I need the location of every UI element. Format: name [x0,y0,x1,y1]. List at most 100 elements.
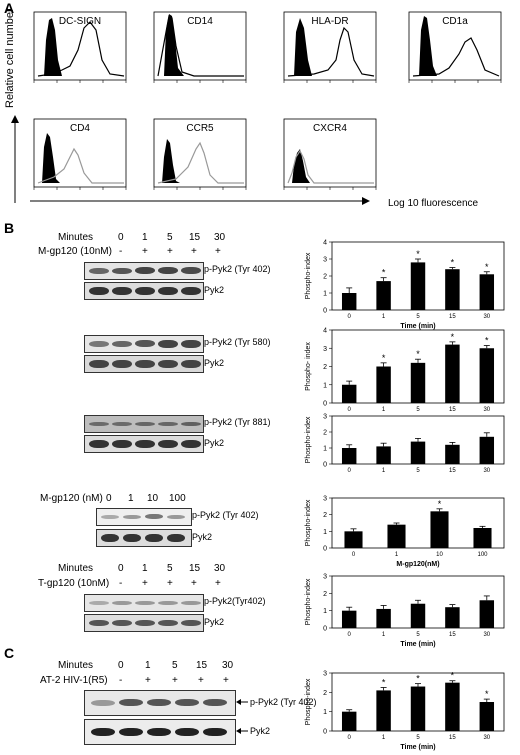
x-tick-label: 1 [382,314,386,320]
panel-b-letter: B [4,220,15,236]
significance-star: * [382,268,386,278]
x-tick-label: 15 [449,314,456,320]
y-tick-label: 1 [323,446,327,453]
histogram-line [287,149,374,184]
significance-star: * [438,499,442,509]
bar [341,293,357,310]
panel-a-letter: A [4,0,15,16]
x-axis-label: Time (min) [400,744,435,751]
histogram-fill [158,139,180,183]
histogram-line [157,141,244,184]
histogram-ccr5: CCR5 [153,118,247,190]
time-30: 30 [214,563,226,574]
histogram-fill [413,16,437,76]
x-tick-label: 5 [416,632,420,638]
y-tick-label: 1 [323,382,327,389]
blot-label: Pyk2 [204,285,225,295]
y-tick-label: 0 [323,626,327,633]
sign: + [167,246,173,257]
bar [387,524,406,548]
significance-star: * [485,262,489,272]
time-0: 0 [118,660,124,671]
y-axis-label: Phospho-index [305,678,312,725]
bar [376,446,391,464]
x-tick-label: 0 [352,552,356,558]
dose-10: 10 [147,493,159,504]
x-tick-label: 30 [483,632,490,638]
bar [410,362,426,403]
y-tick-label: 1 [323,291,327,298]
treatment-label: AT-2 HIV-1(R5) [40,675,108,686]
y-tick-label: 1 [323,709,327,716]
blot-label: p-Pyk2 (Tyr 402) [204,264,271,274]
histogram-line [157,14,244,77]
sign: + [215,246,221,257]
histogram-fill [288,149,310,183]
sign: - [119,246,123,257]
y-axis-label: Phospho-index [305,578,312,625]
sign: + [142,246,148,257]
histogram-label: CD4 [70,123,90,134]
x-tick-label: 5 [416,314,420,320]
x-tick-label: 5 [416,407,420,413]
y-tick-label: 2 [323,274,327,281]
blot-c-pyk2 [84,719,236,745]
bar [445,269,460,310]
panel-c-letter: C [4,645,15,661]
time-5: 5 [167,232,173,243]
x-tick-label: 0 [348,314,352,320]
time-30: 30 [214,232,226,243]
histogram-label: HLA-DR [311,16,348,27]
blot-label: p-Pyk2 (Tyr 881) [204,417,271,427]
y-tick-label: 4 [323,240,327,247]
histogram-fill [288,18,312,76]
y-tick-label: 4 [323,328,327,335]
x-tick-label: 30 [483,468,490,474]
significance-star: * [382,353,386,363]
blot-pyk2 [84,435,204,453]
minutes-label: Minutes [58,563,94,574]
blot-label: Pyk2 [250,726,271,736]
histogram-hla-dr: HLA-DR [283,11,377,83]
sign: + [191,246,197,257]
y-tick-label: 1 [323,608,327,615]
time-15: 15 [196,660,208,671]
histogram-cd14: CD14 [153,11,247,83]
x-tick-label: 10 [436,552,443,558]
bar-chart-2: 0 1 2 3 4 Phospho- index 0 * 1 * 5 * 15 * 30 [305,328,505,413]
bar [410,262,426,310]
y-tick-label: 2 [323,430,327,437]
y-tick-label: 3 [323,346,327,353]
minutes-label: Minutes [58,232,94,243]
arrow-left-icon [236,699,248,705]
dose-0: 0 [106,493,112,504]
dose-100: 100 [169,493,186,504]
histogram-fill [158,14,184,76]
histogram-line [37,21,125,77]
bar-chart-1: 0 1 2 3 4 Phospho-index 0 * 1 * 5 * 15 * 30 Time (min) [305,240,505,330]
x-tick-label: 30 [483,407,490,413]
bar [410,686,426,731]
panel-a-xlabel: Log 10 fluorescence [388,198,479,209]
x-tick-label: 15 [449,407,456,413]
sign: + [145,675,151,686]
blot-t-p402 [84,594,204,612]
x-tick-label: 1 [382,735,386,741]
significance-star: * [451,258,455,268]
significance-star: * [485,336,489,346]
treatment-label: T-gp120 (10nM) [38,578,110,589]
dose-label: M-gp120 (nM) [40,493,103,504]
bar [341,448,357,464]
time-1: 1 [145,660,151,671]
significance-star: * [451,671,455,681]
sign: - [119,675,123,686]
y-arrow-icon [11,115,19,203]
bar-chart-6: 0 1 2 3 Phospho-index 0 * 1 * 5 * 15 * 30 Time (min) [305,671,505,751]
histogram-fill [38,133,60,183]
bar [430,511,449,548]
time-5: 5 [172,660,178,671]
y-tick-label: 1 [323,529,327,536]
y-tick-label: 2 [323,591,327,598]
x-arrow-icon [30,197,370,205]
